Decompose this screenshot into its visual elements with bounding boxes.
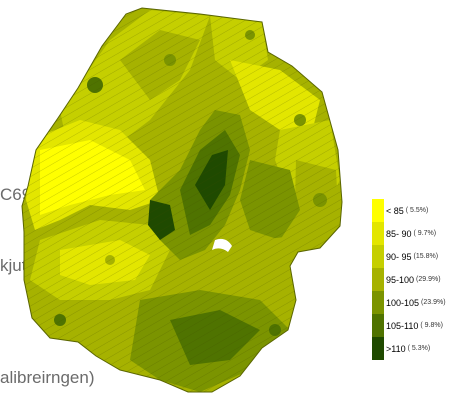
legend-swatch bbox=[372, 199, 384, 222]
legend-label: < 85 bbox=[386, 205, 404, 216]
legend-label: 85- 90 bbox=[386, 228, 412, 239]
legend-swatch bbox=[372, 245, 384, 268]
legend-percent: (29.9%) bbox=[416, 276, 441, 283]
legend-row: < 85 ( 5.5%) bbox=[372, 199, 454, 222]
legend-percent: (23.9%) bbox=[421, 299, 446, 306]
legend-percent: ( 9.7%) bbox=[413, 230, 437, 237]
yield-legend: < 85 ( 5.5%) 85- 90 ( 9.7%) 90- 95 (15.8… bbox=[372, 199, 454, 360]
legend-swatch bbox=[372, 222, 384, 245]
legend-row: 95-100 (29.9%) bbox=[372, 268, 454, 291]
legend-label: 100-105 bbox=[386, 297, 420, 308]
legend-label: 95-100 bbox=[386, 274, 415, 285]
side-text-kalibrering: alibreirngen) bbox=[0, 368, 95, 387]
legend-row: 90- 95 (15.8%) bbox=[372, 245, 454, 268]
legend-percent: (15.8%) bbox=[413, 253, 439, 260]
legend-percent: ( 5.5%) bbox=[405, 207, 429, 214]
legend-row: 100-105 (23.9%) bbox=[372, 291, 454, 314]
legend-label: 90- 95 bbox=[386, 251, 412, 262]
legend-percent: ( 5.3%) bbox=[407, 345, 431, 352]
legend-swatch bbox=[372, 314, 384, 337]
legend-swatch bbox=[372, 291, 384, 314]
legend-label: >110 bbox=[386, 343, 406, 354]
legend-row: 105-110 ( 9.8%) bbox=[372, 314, 454, 337]
side-text-code: C69 bbox=[0, 185, 32, 204]
legend-row: 85- 90 ( 9.7%) bbox=[372, 222, 454, 245]
legend-swatch bbox=[372, 268, 384, 291]
legend-swatch bbox=[372, 337, 384, 360]
field-gap bbox=[212, 238, 232, 252]
legend-row: >110 ( 5.3%) bbox=[372, 337, 454, 360]
field-outline bbox=[21, 7, 343, 393]
legend-label: 105-110 bbox=[386, 320, 419, 331]
legend-percent: ( 9.8%) bbox=[420, 322, 443, 329]
